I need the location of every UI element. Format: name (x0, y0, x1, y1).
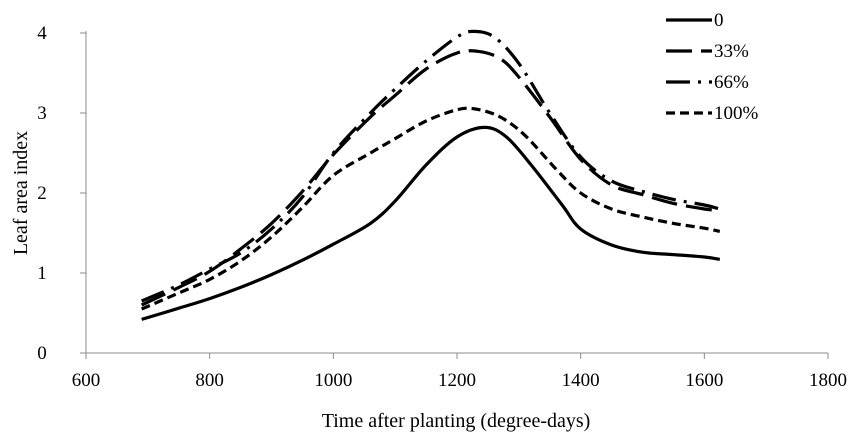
x-tick-label: 1800 (809, 370, 847, 391)
series-line-0 (141, 125, 721, 321)
tick-labels: 0 1 2 3 4 600 800 1000 1200 1400 1600 1800 (37, 23, 847, 391)
y-tick-label: 1 (37, 263, 47, 284)
x-axis-title: Time after planting (degree-days) (322, 410, 591, 432)
x-tick-label: 1600 (685, 370, 723, 391)
axes (80, 31, 829, 359)
y-axis-title: Leaf area index (10, 131, 32, 255)
series-line-3 (141, 106, 721, 311)
legend-label-2: 66% (714, 72, 749, 93)
y-tick-label: 2 (37, 183, 47, 204)
plot-lines (140, 29, 721, 321)
x-tick-label: 1000 (314, 370, 352, 391)
x-tick-label: 600 (72, 370, 101, 391)
y-tick-label: 3 (37, 103, 47, 124)
y-tick-label: 4 (37, 23, 47, 44)
legend-label-3: 100% (714, 103, 759, 124)
series-line-2 (141, 29, 721, 303)
x-tick-label: 1200 (438, 370, 476, 391)
x-tick-label: 800 (195, 370, 224, 391)
legend-label-0: 0 (714, 10, 724, 31)
legend-label-1: 33% (714, 41, 749, 62)
series-line-1 (140, 49, 720, 307)
legend: 0 33% 66% 100% (666, 10, 759, 124)
y-tick-label: 0 (37, 343, 47, 364)
x-tick-label: 1400 (562, 370, 600, 391)
